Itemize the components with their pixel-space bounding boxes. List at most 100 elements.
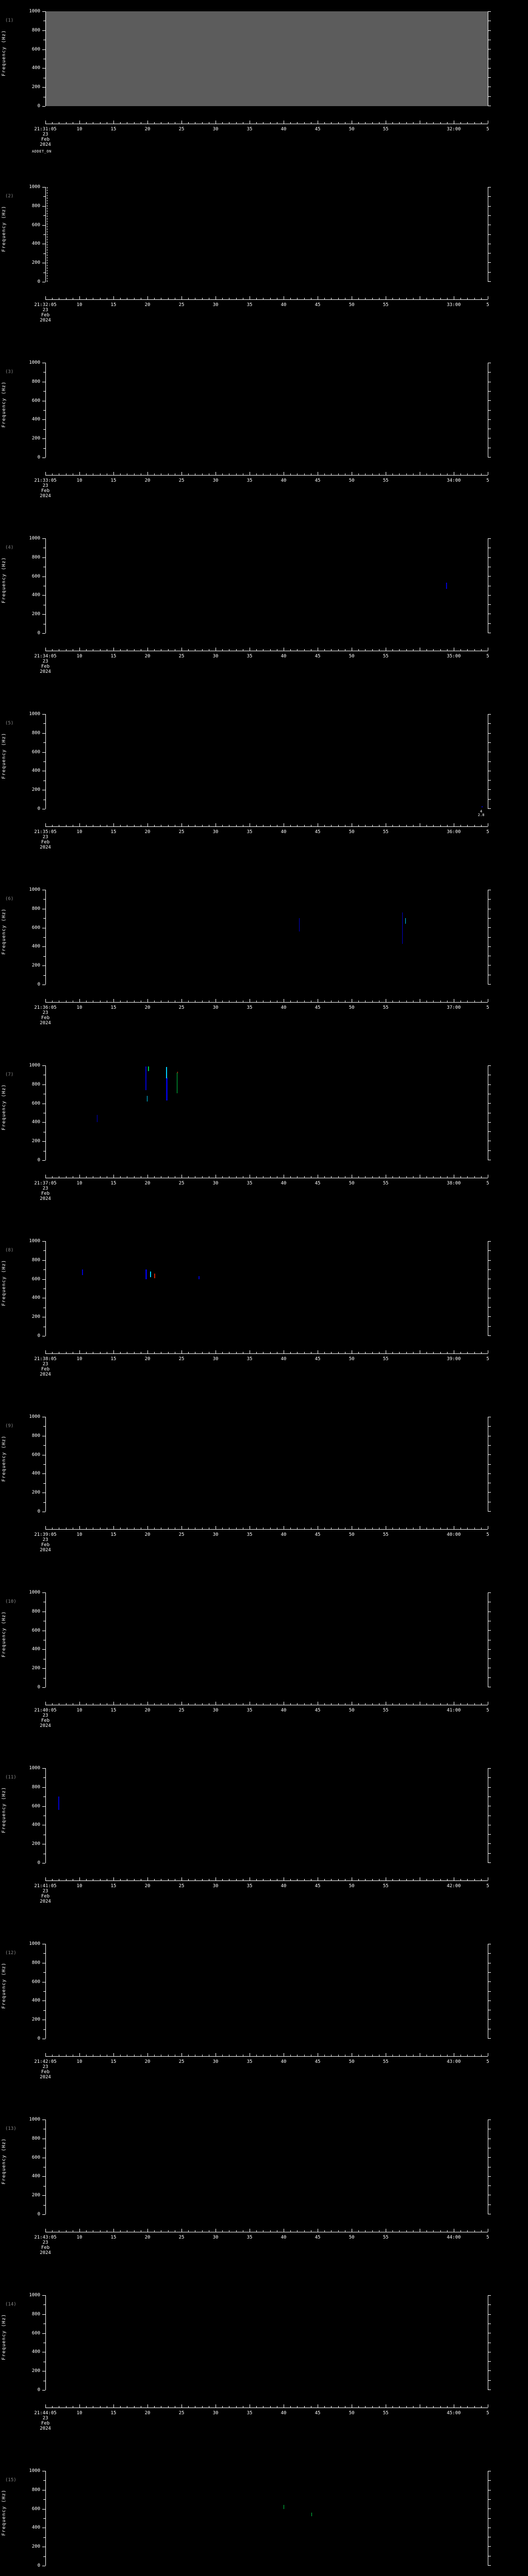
x-axis-minor-tick [338,2055,339,2056]
x-axis-minor-tick [134,1703,135,1705]
y-axis-minor-tick [43,1464,45,1465]
x-axis-minor-tick [202,1176,203,1178]
y-axis-label: 0 [37,806,40,811]
x-axis-minor-tick [460,1352,461,1353]
y-axis-label: 400 [31,1120,40,1125]
x-axis-minor-tick [236,122,237,124]
x-axis-minor-tick [365,2055,366,2056]
x-axis-minor-tick [474,1001,475,1002]
datetime-line: 21:43:05 [34,2235,57,2240]
spectrogram-panel: (9) Frequency (Hz) 0 200 400 600 800 1000 21:39:… [0,1405,528,1581]
y-axis-label: 0 [37,2036,40,2041]
x-axis-minor-tick [297,1001,298,1002]
x-axis-minor-tick [365,1176,366,1178]
x-axis-minor-tick [365,649,366,651]
x-axis-label: 40 [280,1884,287,1889]
x-axis-minor-tick [392,2055,393,2056]
x-axis-label: 20 [144,2411,151,2416]
x-axis-minor-tick [447,298,448,299]
x-axis-minor-tick [440,2055,441,2056]
x-axis-minor-tick [290,2230,291,2232]
x-axis-label: 10 [76,127,82,132]
y-axis-minor-tick [43,2480,45,2481]
y-axis-line [45,714,46,809]
x-axis-minor-tick [236,825,237,826]
x-axis-minor-tick [202,473,203,475]
y-axis-tick [42,1592,45,1593]
x-axis-minor-tick [378,122,380,124]
plot-area [45,2295,488,2390]
x-axis-label: 10 [76,654,82,659]
datetime-line: 21:39:05 [34,1532,57,1537]
y-axis-tick [42,187,45,188]
x-axis-minor-tick [52,473,53,475]
x-axis-minor-tick [399,298,400,299]
x-axis-minor-tick [338,1352,339,1353]
x-axis-label: 40 [280,1357,287,1362]
datetime-line: Feb [41,1718,50,1723]
x-axis-minor-tick [481,1703,482,1705]
x-axis-minor-tick [168,649,169,651]
x-axis-label: 10 [76,1532,82,1537]
x-axis-label: 25 [178,478,185,483]
panel-number: (6) [5,896,14,902]
x-axis-tick [147,1526,148,1529]
y-axis-tick [42,538,45,539]
x-axis-minor-tick [406,649,407,651]
detection-trace [199,1276,200,1279]
y-axis-label: 200 [31,2544,40,2550]
y-axis-label: 1000 [29,9,40,14]
x-axis-label: 5 [486,127,489,132]
datetime-line: 21:42:05 [34,2059,57,2064]
x-axis-minor-tick [433,1879,434,1880]
x-axis-minor-tick [304,122,305,124]
x-axis-minor-tick [433,1176,434,1178]
x-axis-minor-tick [65,1528,67,1529]
x-axis-label: 35 [246,127,253,132]
x-axis-minor-tick [304,1879,305,1880]
x-axis-minor-tick [86,1703,87,1705]
y-axis-line [45,1768,46,1863]
x-axis-minor-tick [120,1879,121,1880]
x-axis-minor-tick [426,649,427,651]
x-axis-minor-tick [168,2230,169,2232]
x-axis-minor-tick [481,1879,482,1880]
x-axis-minor-tick [331,1703,332,1705]
y-axis-label: 600 [31,749,40,755]
y-axis-label: 200 [31,1841,40,1847]
x-axis-tick [79,2229,80,2232]
datetime-line: 2024 [40,669,51,674]
x-axis-label: 30 [212,302,219,308]
panel-number: (15) [5,2478,16,2483]
x-axis-label: 5 [486,2411,489,2416]
y-axis-minor-tick [43,1445,45,1446]
x-axis-minor-tick [406,1528,407,1529]
y-axis-label: 200 [31,1139,40,1144]
datetime-line: Feb [41,1894,50,1899]
x-axis-minor-tick [65,1001,67,1002]
y-axis-minor-tick [43,2010,45,2011]
x-axis-minor-tick [426,2055,427,2056]
x-axis-minor-tick [412,473,414,475]
x-axis-tick [79,1350,80,1353]
x-axis-minor-tick [460,2406,461,2408]
x-axis-minor-tick [426,473,427,475]
datetime-line: 2024 [40,2250,51,2256]
y-axis-label: 400 [31,1998,40,2004]
x-axis-minor-tick [188,1001,189,1002]
x-axis-label: 15 [110,654,117,659]
y-axis-label: 800 [31,2487,40,2493]
x-axis-minor-tick [154,1528,155,1529]
y-axis-label: 200 [31,436,40,442]
x-axis-minor-tick [378,1703,380,1705]
y-axis-label: 0 [37,1509,40,1514]
y-axis-label: 800 [31,203,40,209]
x-axis-minor-tick [120,1703,121,1705]
x-axis-minor-tick [440,649,441,651]
y-axis-tick [42,419,45,420]
x-axis-tick [147,121,148,124]
x-axis-label: 5 [486,1181,489,1186]
x-axis-minor-tick [154,1176,155,1178]
x-axis-minor-tick [188,473,189,475]
x-axis-minor-tick [399,2230,400,2232]
